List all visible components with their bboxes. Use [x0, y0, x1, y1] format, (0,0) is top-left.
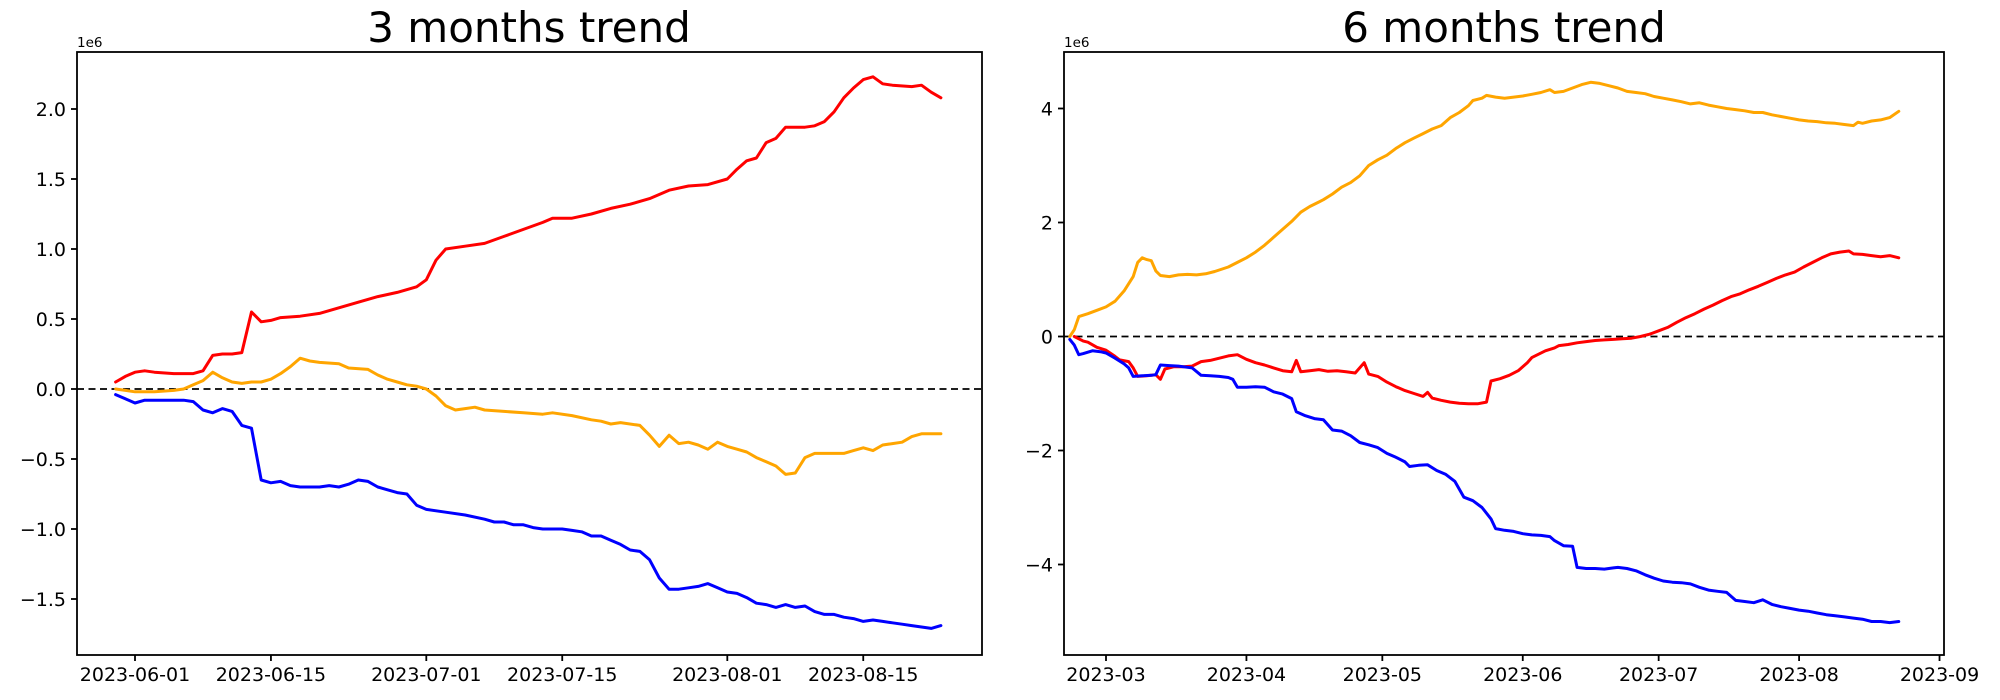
red-series-line [1072, 249, 1901, 406]
y-tick-label: −1.5 [20, 589, 66, 611]
chart-6-months-trend: 2023-03 2023-04 2023-05 2023-06 2023-07 2023-… [1025, 51, 1979, 686]
x-tick-label: 2023-08 [1759, 664, 1838, 686]
y-tick-label: 1.0 [36, 239, 66, 261]
chart-title-6-months: 6 months trend [1342, 3, 1666, 52]
x-tick-label: 2023-03 [1066, 664, 1145, 686]
y-tick-label: 0 [1041, 327, 1053, 349]
x-tick-label: 2023-05 [1343, 664, 1422, 686]
blue-series-line [1068, 337, 1901, 625]
y-tick-label: −0.5 [20, 449, 66, 471]
plot-frame [1063, 51, 1945, 656]
x-tick-label: 2023-07-01 [371, 664, 481, 686]
x-tick-label: 2023-08-15 [808, 664, 918, 686]
y-tick-label: −2 [1025, 441, 1053, 463]
y-tick-label: −4 [1025, 555, 1053, 577]
y-tick-label: 0.5 [36, 309, 66, 331]
x-tick-label: 2023-07-15 [507, 664, 617, 686]
y-axis-offset-label-right: 1e6 [1064, 35, 1089, 51]
y-tick-label: 4 [1041, 99, 1053, 121]
orange-series-line [1068, 80, 1901, 338]
x-tick-label: 2023-06 [1483, 664, 1562, 686]
y-tick-label: 0.0 [36, 379, 66, 401]
plot-frame [76, 51, 983, 656]
orange-series-line [114, 356, 943, 476]
x-tick-label: 2023-06-01 [80, 664, 190, 686]
y-axis-offset-label-left: 1e6 [77, 35, 102, 51]
y-tick-label: −1.0 [20, 519, 66, 541]
red-series-line [114, 75, 943, 384]
x-tick-label: 2023-07 [1619, 664, 1698, 686]
x-tick-label: 2023-04 [1207, 664, 1286, 686]
y-tick-label: 2.0 [36, 99, 66, 121]
chart-3-months-trend: 2023-06-01 2023-06-15 2023-07-01 2023-07-15… [20, 51, 983, 686]
y-tick-label: 1.5 [36, 169, 66, 191]
chart-title-3-months: 3 months trend [367, 3, 691, 52]
x-tick-label: 2023-09 [1900, 664, 1979, 686]
blue-series-line [114, 393, 943, 630]
x-tick-label: 2023-08-01 [672, 664, 782, 686]
y-tick-label: 2 [1041, 213, 1053, 235]
x-tick-label: 2023-06-15 [216, 664, 326, 686]
